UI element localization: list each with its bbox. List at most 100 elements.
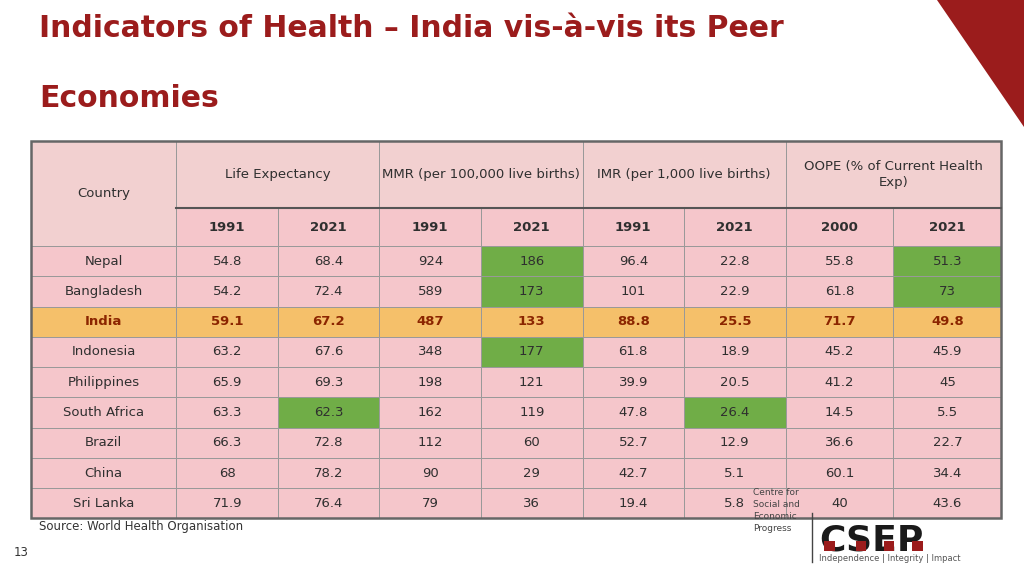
Bar: [684, 337, 785, 367]
Bar: [176, 306, 278, 337]
Text: 72.4: 72.4: [314, 285, 343, 298]
Text: 54.8: 54.8: [213, 255, 242, 268]
Bar: [894, 397, 1001, 427]
Bar: [583, 141, 785, 209]
Text: 61.8: 61.8: [824, 285, 854, 298]
Bar: [380, 427, 481, 458]
Text: 41.2: 41.2: [824, 376, 854, 389]
Text: Independence | Integrity | Impact: Independence | Integrity | Impact: [819, 554, 961, 563]
Bar: [856, 541, 866, 551]
Text: 162: 162: [418, 406, 443, 419]
Text: 119: 119: [519, 406, 545, 419]
Bar: [380, 488, 481, 518]
Text: Economies: Economies: [39, 84, 219, 112]
Bar: [785, 246, 894, 276]
Text: 924: 924: [418, 255, 442, 268]
Bar: [481, 246, 583, 276]
Text: Brazil: Brazil: [85, 436, 122, 449]
Text: Nepal: Nepal: [84, 255, 123, 268]
Bar: [684, 367, 785, 397]
Text: Indonesia: Indonesia: [72, 346, 136, 358]
Bar: [583, 427, 684, 458]
Bar: [176, 209, 278, 246]
Text: CSEP: CSEP: [819, 523, 924, 558]
Bar: [481, 337, 583, 367]
Text: 63.2: 63.2: [213, 346, 242, 358]
Polygon shape: [937, 0, 1024, 127]
Bar: [380, 246, 481, 276]
Text: 61.8: 61.8: [618, 346, 648, 358]
Text: 68.4: 68.4: [314, 255, 343, 268]
Bar: [583, 276, 684, 306]
Bar: [481, 458, 583, 488]
Bar: [894, 427, 1001, 458]
Bar: [380, 458, 481, 488]
Text: 173: 173: [519, 285, 545, 298]
Bar: [31, 458, 176, 488]
Text: 43.6: 43.6: [933, 497, 963, 510]
Text: 39.9: 39.9: [618, 376, 648, 389]
Bar: [583, 367, 684, 397]
Bar: [31, 141, 176, 246]
Bar: [380, 276, 481, 306]
Bar: [31, 306, 176, 337]
Bar: [31, 141, 1001, 518]
Text: 101: 101: [621, 285, 646, 298]
Bar: [684, 488, 785, 518]
Bar: [278, 367, 380, 397]
Text: 2021: 2021: [929, 221, 966, 234]
Text: Sri Lanka: Sri Lanka: [73, 497, 134, 510]
Text: 121: 121: [519, 376, 545, 389]
Text: 66.3: 66.3: [213, 436, 242, 449]
Text: India: India: [85, 315, 122, 328]
Bar: [278, 306, 380, 337]
Bar: [481, 367, 583, 397]
Text: MMR (per 100,000 live births): MMR (per 100,000 live births): [382, 168, 580, 181]
Text: 5.8: 5.8: [724, 497, 745, 510]
Bar: [176, 427, 278, 458]
Text: 68: 68: [219, 467, 236, 479]
Text: OOPE (% of Current Health
Exp): OOPE (% of Current Health Exp): [804, 160, 983, 189]
Bar: [176, 246, 278, 276]
Bar: [481, 488, 583, 518]
Text: 2000: 2000: [821, 221, 858, 234]
Bar: [583, 397, 684, 427]
Bar: [380, 397, 481, 427]
Bar: [684, 209, 785, 246]
Bar: [278, 276, 380, 306]
Bar: [684, 427, 785, 458]
Text: 71.9: 71.9: [213, 497, 242, 510]
Text: 1991: 1991: [209, 221, 246, 234]
Text: 36: 36: [523, 497, 541, 510]
Text: Country: Country: [77, 187, 130, 200]
Text: 589: 589: [418, 285, 442, 298]
Bar: [894, 367, 1001, 397]
Text: 133: 133: [518, 315, 546, 328]
Text: South Africa: South Africa: [63, 406, 144, 419]
Bar: [785, 209, 894, 246]
Text: 73: 73: [939, 285, 956, 298]
Bar: [278, 337, 380, 367]
Text: 12.9: 12.9: [720, 436, 750, 449]
Bar: [894, 488, 1001, 518]
Bar: [785, 141, 1001, 209]
Text: Indicators of Health – India vis-à-vis its Peer: Indicators of Health – India vis-à-vis i…: [39, 14, 783, 43]
Text: 49.8: 49.8: [931, 315, 964, 328]
Text: 22.9: 22.9: [720, 285, 750, 298]
Text: 2021: 2021: [717, 221, 753, 234]
Text: 47.8: 47.8: [618, 406, 648, 419]
Bar: [481, 306, 583, 337]
Text: 34.4: 34.4: [933, 467, 963, 479]
Bar: [31, 397, 176, 427]
Bar: [894, 209, 1001, 246]
Text: 36.6: 36.6: [824, 436, 854, 449]
Bar: [31, 367, 176, 397]
Text: 45.2: 45.2: [824, 346, 854, 358]
Bar: [583, 306, 684, 337]
Text: 72.8: 72.8: [314, 436, 343, 449]
Bar: [481, 276, 583, 306]
Text: 26.4: 26.4: [720, 406, 750, 419]
Text: 90: 90: [422, 467, 438, 479]
Text: 198: 198: [418, 376, 442, 389]
Text: 177: 177: [519, 346, 545, 358]
